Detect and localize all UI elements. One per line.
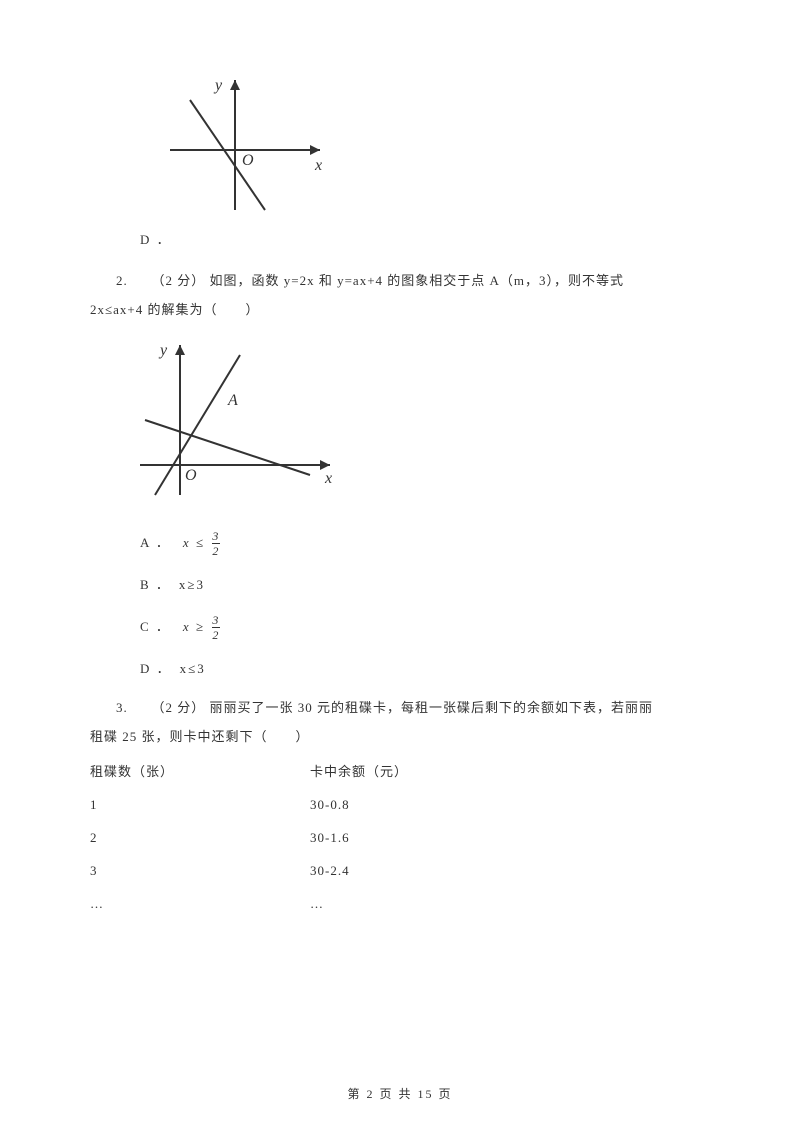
q3-number: 3. <box>116 700 128 715</box>
q1-option-d-label: D ． <box>140 230 710 251</box>
q2-option-c-math: x ≥ 3 2 <box>183 614 220 641</box>
table-header-c1: 租碟数（张） <box>90 762 310 783</box>
q2-option-b-text: x≥3 <box>179 575 205 596</box>
q3-text2: 租碟 25 张，则卡中还剩下（ ） <box>90 727 710 748</box>
svg-text:O: O <box>185 467 197 484</box>
table-header-c2: 卡中余额（元） <box>310 762 408 783</box>
page-content: O x y D ． 2. （2 分） 如图，函数 y=2x 和 y=ax+4 的… <box>0 0 800 966</box>
graph2-svg: A O x y <box>130 335 340 505</box>
q2-option-c-label: C ． <box>140 617 171 638</box>
svg-text:x: x <box>314 157 322 174</box>
table-cell: 2 <box>90 828 310 849</box>
q2-option-b-label: B ． <box>140 575 171 596</box>
svg-text:O: O <box>242 152 254 169</box>
q2-number: 2. <box>116 273 128 288</box>
graph1-svg: O x y <box>160 70 340 220</box>
table-header: 租碟数（张） 卡中余额（元） <box>90 762 710 783</box>
q3-points: （2 分） <box>152 700 206 715</box>
table-cell: 1 <box>90 795 310 816</box>
q2-option-c: C ． x ≥ 3 2 <box>140 614 710 641</box>
table-cell: … <box>90 894 310 915</box>
q2-option-a-math: x ≤ 3 2 <box>183 530 220 557</box>
svg-text:A: A <box>227 392 238 409</box>
question-2: 2. （2 分） 如图，函数 y=2x 和 y=ax+4 的图象相交于点 A（m… <box>90 271 710 292</box>
q2-option-b: B ． x≥3 <box>140 575 710 596</box>
q2-option-a-label: A ． <box>140 533 171 554</box>
page-footer: 第 2 页 共 15 页 <box>0 1085 800 1102</box>
q2-points: （2 分） <box>152 273 206 288</box>
q3-text1: 丽丽买了一张 30 元的租碟卡，每租一张碟后剩下的余额如下表，若丽丽 <box>210 700 654 715</box>
table-cell: 30-2.4 <box>310 861 350 882</box>
q2-option-d-text: x≤3 <box>180 659 206 680</box>
table-cell: 30-1.6 <box>310 828 350 849</box>
table-cell: 30-0.8 <box>310 795 350 816</box>
q2-option-a: A ． x ≤ 3 2 <box>140 530 710 557</box>
q1-option-d-graph: O x y <box>160 70 710 220</box>
table-row: 2 30-1.6 <box>90 828 710 849</box>
table-cell: 3 <box>90 861 310 882</box>
q2-option-d: D ． x≤3 <box>140 659 710 680</box>
table-cell: … <box>310 894 324 915</box>
table-row: 3 30-2.4 <box>90 861 710 882</box>
q3-table: 租碟数（张） 卡中余额（元） 1 30-0.8 2 30-1.6 3 30-2.… <box>90 762 710 914</box>
table-row: 1 30-0.8 <box>90 795 710 816</box>
q2-graph: A O x y <box>130 335 710 512</box>
q2-text1: 如图，函数 y=2x 和 y=ax+4 的图象相交于点 A（m，3），则不等式 <box>210 273 625 288</box>
question-3: 3. （2 分） 丽丽买了一张 30 元的租碟卡，每租一张碟后剩下的余额如下表，… <box>90 698 710 719</box>
svg-text:y: y <box>213 77 223 94</box>
q2-option-d-label: D ． <box>140 659 172 680</box>
q2-text2: 2x≤ax+4 的解集为（ ） <box>90 300 710 321</box>
svg-text:y: y <box>158 342 168 359</box>
svg-text:x: x <box>324 470 332 487</box>
table-row: … … <box>90 894 710 915</box>
